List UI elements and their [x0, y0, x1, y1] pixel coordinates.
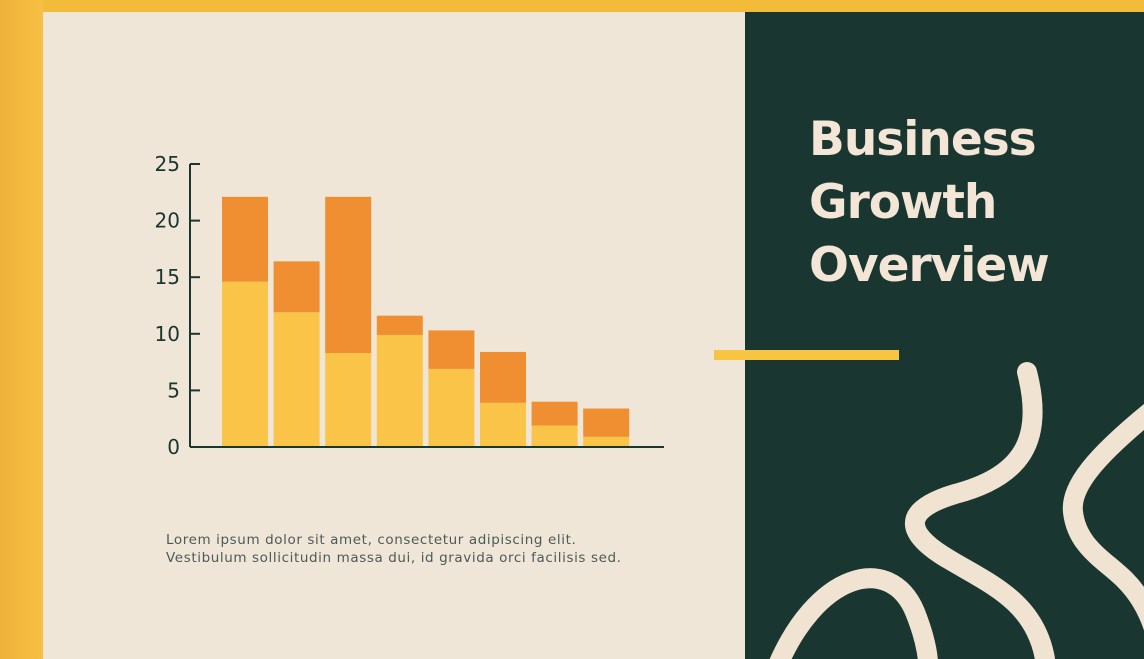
bar-4-segment-2 — [376, 315, 423, 335]
bar-1-segment-2 — [222, 196, 268, 282]
bar-1-segment-1 — [222, 281, 268, 447]
y-tick-label-25: 25 — [155, 152, 180, 176]
bar-8-segment-2 — [583, 408, 630, 437]
y-tick-label-15: 15 — [155, 265, 180, 289]
bar-3-segment-2 — [325, 196, 372, 354]
bar-8-segment-1 — [583, 436, 630, 447]
swirl-line-1 — [905, 362, 1055, 659]
left-border — [0, 0, 43, 659]
title-line-2: Growth — [809, 175, 997, 230]
y-tick-label-10: 10 — [155, 322, 180, 346]
bar-5-segment-2 — [428, 330, 475, 369]
bar-5-segment-1 — [428, 368, 475, 447]
swirl-line-3 — [1062, 404, 1144, 631]
y-tick-label-20: 20 — [155, 209, 180, 233]
accent-bar — [714, 350, 899, 360]
title-line-3: Overview — [809, 238, 1050, 293]
bar-6-segment-2 — [480, 351, 526, 403]
caption-line-1: Lorem ipsum dolor sit amet, consectetur … — [166, 532, 577, 548]
y-tick-label-0: 0 — [167, 435, 180, 459]
dark-panel — [745, 12, 1144, 659]
bar-7-segment-2 — [531, 401, 578, 426]
slide-title: Business Growth Overview — [809, 108, 1129, 297]
caption-text: Lorem ipsum dolor sit amet, consectetur … — [166, 531, 706, 567]
bar-4-segment-1 — [376, 334, 423, 447]
bar-6-segment-1 — [480, 402, 526, 447]
bar-7-segment-1 — [531, 425, 578, 447]
y-tick-label-5: 5 — [167, 378, 180, 402]
caption-line-2: Vestibulum sollicitudin massa dui, id gr… — [166, 550, 622, 566]
bar-3-segment-1 — [325, 353, 372, 447]
title-line-1: Business — [809, 112, 1037, 167]
bar-2-segment-2 — [273, 261, 320, 313]
decorative-swirls — [769, 362, 1144, 659]
swirl-line-2 — [769, 568, 938, 659]
bar-2-segment-1 — [273, 312, 320, 447]
top-border — [0, 0, 1144, 12]
